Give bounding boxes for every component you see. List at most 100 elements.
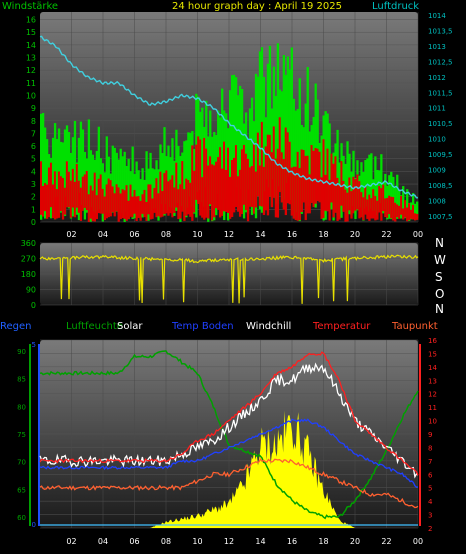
wind-avg-bar xyxy=(207,165,210,219)
pressure-tick-label: 1008,5 xyxy=(428,182,453,190)
wind-gust-bar xyxy=(364,160,367,209)
wind-avg-bar xyxy=(149,184,152,220)
wind-tick-label: 4 xyxy=(31,167,36,176)
weather-x-tick-label: 04 xyxy=(98,537,108,546)
wind-avg-bar xyxy=(242,144,246,205)
wind-gust-bar xyxy=(282,55,286,208)
weather-x-tick-label: 06 xyxy=(129,537,139,546)
temperature-axis-bar xyxy=(419,344,421,526)
wind-avg-bar xyxy=(274,158,278,218)
wind-avg-bar xyxy=(185,178,188,216)
humidity-tick-label: 70 xyxy=(17,459,26,467)
wind-avg-bar xyxy=(348,177,351,211)
temperature-tick-label: 5 xyxy=(428,485,432,493)
wind-gust-bar xyxy=(171,138,174,208)
temperature-tick-label: 16 xyxy=(428,337,437,345)
wind-gust-bar xyxy=(43,127,47,219)
wind-gust-bar xyxy=(183,141,186,212)
wind-x-tick-label: 18 xyxy=(318,230,328,239)
wind-avg-bar xyxy=(330,153,333,203)
temperature-tick-label: 4 xyxy=(428,498,433,506)
wind-gust-bar xyxy=(151,168,154,211)
wind-gust-bar xyxy=(370,153,373,209)
wind-tick-label: 15 xyxy=(26,28,36,37)
wind-avg-bar xyxy=(316,148,319,201)
wind-gust-bar xyxy=(380,154,383,204)
wind-gust-bar xyxy=(406,189,409,218)
wind-gust-bar xyxy=(225,113,228,199)
wind-gust-bar xyxy=(286,56,289,183)
wind-gust-bar xyxy=(360,162,363,208)
wind-avg-bar xyxy=(193,170,196,213)
wind-avg-bar xyxy=(286,132,289,204)
wind-gust-bar xyxy=(187,132,190,208)
wind-avg-bar xyxy=(173,187,176,213)
wind-avg-bar xyxy=(159,171,162,218)
wind-avg-bar xyxy=(195,144,198,200)
wind-gust-bar xyxy=(123,151,126,222)
weather-x-tick-label: 00 xyxy=(413,537,423,546)
temperature-tick-label: 11 xyxy=(428,404,437,412)
wind-avg-bar xyxy=(97,178,100,214)
wind-avg-bar xyxy=(308,174,311,214)
wind-gust-bar xyxy=(57,128,61,197)
wind-avg-bar xyxy=(161,191,164,217)
wind-avg-bar xyxy=(374,195,377,221)
wind-avg-bar xyxy=(75,163,79,208)
wind-x-tick-label: 14 xyxy=(255,230,265,239)
wind-avg-bar xyxy=(336,177,339,222)
temperature-tick-label: 14 xyxy=(428,364,437,372)
wind-avg-bar xyxy=(256,132,260,197)
wind-avg-bar xyxy=(87,194,91,222)
wind-avg-bar xyxy=(153,188,156,213)
direction-tick-label: 360 xyxy=(21,239,36,248)
wind-avg-bar xyxy=(414,213,417,221)
wind-gust-bar xyxy=(394,186,397,216)
wind-avg-bar xyxy=(93,172,97,222)
wind-gust-bar xyxy=(308,131,311,207)
wind-avg-bar xyxy=(165,170,168,214)
wind-avg-bar xyxy=(328,179,331,221)
humidity-tick-label: 90 xyxy=(17,348,26,356)
wind-avg-bar xyxy=(191,145,194,221)
wind-avg-bar xyxy=(111,186,114,213)
wind-gust-bar xyxy=(115,152,118,212)
pressure-tick-label: 1014 xyxy=(428,12,446,20)
wind-avg-bar xyxy=(107,178,110,218)
wind-x-tick-label: 04 xyxy=(98,230,108,239)
wind-gust-bar xyxy=(276,43,280,204)
pressure-tick-label: 1010,5 xyxy=(428,120,453,128)
legend-temperature: Temperatur xyxy=(313,321,371,332)
wind-avg-bar xyxy=(217,157,220,210)
wind-avg-bar xyxy=(346,192,349,222)
wind-gust-bar xyxy=(53,123,57,220)
temperature-tick-label: 15 xyxy=(428,350,437,358)
wind-gust-bar xyxy=(274,95,278,199)
temperature-tick-label: 12 xyxy=(428,391,437,399)
direction-o: O xyxy=(435,287,445,301)
wind-avg-bar xyxy=(183,189,186,221)
wind-avg-bar xyxy=(103,196,106,221)
wind-gust-bar xyxy=(306,67,309,213)
wind-avg-bar xyxy=(352,176,355,214)
wind-avg-bar xyxy=(129,184,132,217)
wind-gust-bar xyxy=(234,77,238,206)
wind-gust-bar xyxy=(248,108,252,190)
wind-avg-bar xyxy=(262,166,266,215)
wind-avg-bar xyxy=(209,156,212,205)
wind-avg-bar xyxy=(276,148,280,218)
direction-tick-label: 90 xyxy=(26,286,36,295)
wind-avg-bar xyxy=(101,188,104,214)
direction-w: W xyxy=(434,253,446,267)
wind-avg-bar xyxy=(340,161,343,206)
pressure-tick-label: 1009,5 xyxy=(428,151,453,159)
wind-avg-bar xyxy=(71,168,75,208)
wind-avg-bar xyxy=(354,179,357,211)
weather-x-tick-label: 18 xyxy=(318,537,328,546)
wind-x-tick-label: 20 xyxy=(350,230,360,239)
wind-avg-bar xyxy=(304,155,307,221)
wind-gust-bar xyxy=(103,172,106,220)
wind-axis-title: Windstärke xyxy=(2,1,59,12)
wind-gust-bar xyxy=(205,100,208,187)
wind-avg-bar xyxy=(65,161,69,208)
